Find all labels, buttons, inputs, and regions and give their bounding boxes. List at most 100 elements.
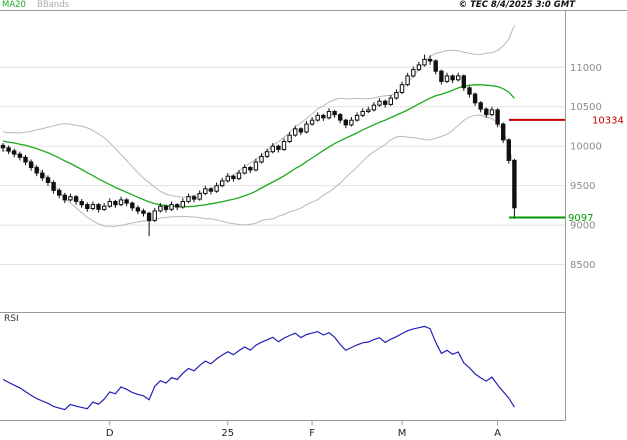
y-axis-label: 10500 (570, 102, 602, 113)
candle (338, 113, 343, 124)
candle (281, 138, 287, 151)
candle-body (68, 196, 73, 201)
candle-body (439, 70, 444, 82)
candle-body (354, 114, 360, 121)
candle (175, 203, 180, 211)
candle (130, 201, 135, 211)
candle (388, 94, 394, 106)
candle-body (484, 108, 489, 116)
bollinger-bands-layer (2, 25, 515, 227)
x-axis-label: M (398, 428, 407, 439)
candle-body (433, 60, 438, 72)
candle-body (169, 204, 174, 210)
candle (304, 120, 309, 134)
candle-body (394, 92, 399, 99)
candle-body (293, 128, 298, 136)
chart-header: MA20 BBands © TEC 8/4/2025 3:0 GMT (0, 0, 627, 11)
candle-body (231, 175, 236, 180)
candle (472, 92, 478, 106)
candle (495, 108, 500, 128)
candle (124, 198, 129, 207)
candle (399, 81, 405, 95)
candle-body (512, 159, 517, 209)
candle-body (57, 189, 62, 196)
price-level-label: 9097 (568, 213, 593, 224)
candle-body (0, 144, 6, 149)
candle (366, 106, 371, 114)
candle-body (220, 180, 225, 187)
candle (489, 106, 495, 117)
candle-body (349, 119, 354, 126)
candle (293, 125, 298, 137)
candle-body (141, 210, 146, 214)
candle (102, 203, 107, 211)
candle (45, 175, 51, 186)
candle-body (152, 210, 157, 221)
candle-body (135, 207, 141, 212)
candle (79, 199, 84, 208)
candle-body (248, 167, 253, 171)
candle (405, 72, 410, 87)
candle-body (399, 84, 405, 93)
candle (113, 199, 118, 208)
candle (444, 72, 450, 84)
candle-body (377, 100, 382, 106)
candle (259, 153, 264, 164)
candle (12, 148, 17, 158)
candle (264, 148, 270, 159)
candle-body (472, 93, 478, 104)
candle (416, 61, 422, 72)
ma20-line (2, 84, 515, 208)
candle (298, 127, 304, 136)
candle (309, 117, 315, 126)
candle-body (366, 109, 371, 113)
candle-body (467, 87, 472, 95)
candle (242, 164, 247, 175)
candle (467, 86, 472, 98)
candle (158, 203, 163, 213)
candle-body (124, 199, 129, 204)
candle (28, 159, 34, 171)
candle-body (495, 109, 500, 125)
candle (152, 207, 157, 222)
candle (394, 89, 399, 100)
y-axis-label: 10000 (570, 142, 602, 153)
candle (461, 74, 467, 91)
gridlines-layer (0, 66, 565, 266)
candle (225, 173, 231, 183)
candle (343, 118, 349, 129)
candle (427, 55, 433, 65)
rsi-panel-label: RSI (4, 314, 19, 324)
candle (315, 112, 320, 122)
candle (332, 109, 337, 118)
candle-body (242, 167, 247, 174)
candle (354, 112, 360, 122)
candle-body (332, 111, 337, 116)
candle-body (259, 156, 264, 163)
candle (349, 117, 354, 127)
rsi-line (2, 325, 515, 411)
candle (23, 154, 28, 166)
axes-layer (0, 10, 627, 426)
bbands-legend-label: BBands (37, 0, 70, 10)
bb-upper-line (2, 25, 515, 198)
candle-body (281, 141, 287, 150)
bb-lower-line (2, 114, 515, 227)
candle-body (422, 58, 427, 66)
candle-body (197, 193, 202, 200)
x-axis-label: A (494, 428, 501, 439)
candle-body (338, 114, 343, 121)
candle-body (321, 114, 326, 119)
candle (203, 185, 208, 196)
candle (17, 151, 23, 161)
candle (62, 192, 67, 204)
price-levels-layer: 10334 9097 (509, 115, 624, 224)
candle-body (276, 145, 281, 150)
candle-body (253, 161, 259, 171)
candle-body (102, 205, 107, 210)
candle-body (461, 75, 467, 89)
candle-body (444, 75, 450, 82)
candle-body (208, 188, 214, 192)
